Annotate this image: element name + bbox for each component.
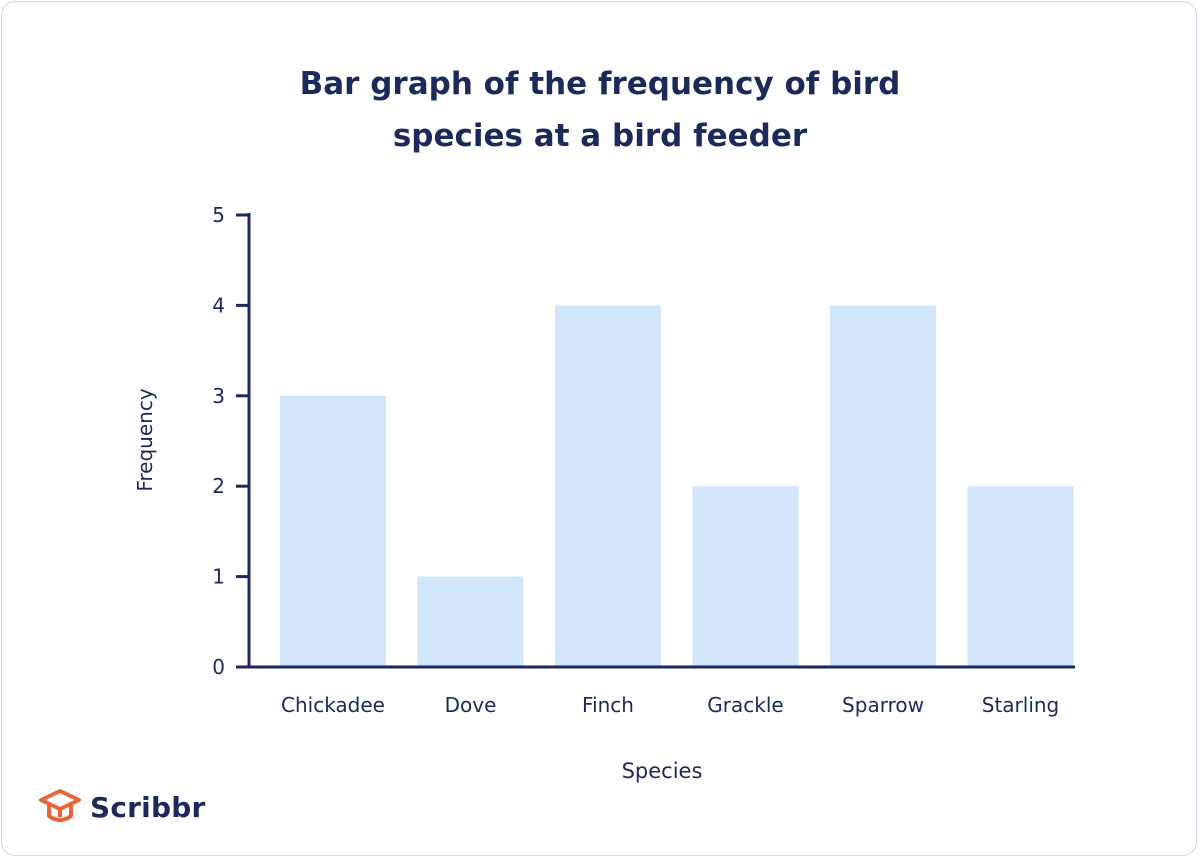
x-axis-label: Species [622, 759, 703, 783]
x-tick-label-grackle: Grackle [707, 693, 783, 717]
bar-starling [967, 486, 1074, 667]
bar-grackle [692, 486, 799, 667]
x-tick-label-sparrow: Sparrow [842, 693, 924, 717]
brand-name: Scribbr [90, 790, 206, 824]
bar-dove [417, 576, 524, 667]
y-tick-label-5: 5 [212, 203, 225, 227]
chart-title: Bar graph of the frequency of bird speci… [0, 58, 1200, 162]
x-tick-label-starling: Starling [982, 693, 1060, 717]
x-tick-label-chickadee: Chickadee [281, 693, 385, 717]
y-tick-label-3: 3 [212, 384, 225, 408]
chart-title-line-1: Bar graph of the frequency of bird [299, 66, 901, 102]
x-tick-label-finch: Finch [582, 693, 634, 717]
y-tick-label-1: 1 [212, 565, 225, 589]
y-tick-label-0: 0 [212, 655, 225, 679]
graduation-cap-icon [39, 789, 81, 822]
y-axis-label: Frequency [133, 388, 157, 491]
scribbr-logo: Scribbr [38, 785, 205, 829]
x-axis: Chickadee Dove Finch Grackle Sparrow Starling [248, 665, 1075, 717]
x-tick-label-dove: Dove [445, 693, 497, 717]
bar-finch [555, 305, 661, 667]
bars-group [280, 305, 1074, 667]
bar-sparrow [830, 305, 936, 667]
y-tick-label-4: 4 [212, 293, 225, 317]
chart-title-line-2: species at a bird feeder [392, 118, 808, 154]
y-tick-label-2: 2 [212, 474, 225, 498]
y-axis: 0 1 2 3 4 5 [212, 203, 251, 679]
bar-chickadee [280, 395, 386, 667]
